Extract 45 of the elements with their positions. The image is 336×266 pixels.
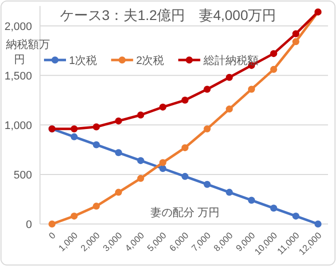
chart-title: ケース3：夫1.2億円 妻4,000万円 <box>60 7 276 23</box>
point <box>182 172 188 180</box>
point <box>137 112 144 118</box>
point <box>182 144 188 152</box>
point <box>115 188 122 196</box>
point <box>137 157 144 164</box>
point <box>248 86 255 93</box>
point <box>292 38 300 46</box>
point <box>248 196 255 204</box>
point <box>270 66 278 73</box>
point <box>70 212 78 220</box>
point <box>48 220 56 228</box>
y-tick-label: 1,500 <box>4 70 32 82</box>
y-tick-label: 2,000 <box>4 20 32 33</box>
x-tick-label: 0 <box>46 230 58 241</box>
point <box>226 106 233 113</box>
point <box>92 141 100 148</box>
point <box>70 125 78 132</box>
point <box>226 188 233 196</box>
y-tick-label: 0 <box>26 219 32 231</box>
point <box>159 104 166 111</box>
point <box>270 50 278 58</box>
point <box>159 165 166 172</box>
point <box>115 117 122 124</box>
y-axis-title: 納税額万円 <box>6 38 50 66</box>
legend-label: 1次税 <box>69 54 98 67</box>
point <box>115 149 122 156</box>
point <box>204 86 211 93</box>
point <box>204 125 211 132</box>
point <box>70 133 78 140</box>
point <box>182 96 188 104</box>
point <box>137 174 144 182</box>
point <box>204 180 211 188</box>
point <box>226 74 233 81</box>
point <box>292 212 300 220</box>
y-tick-label: 500 <box>14 169 32 182</box>
x-axis-title: 妻の配分 万円 <box>150 206 220 219</box>
y-tick-label: 1,000 <box>4 120 32 132</box>
point <box>92 202 100 210</box>
legend-label: 2次税 <box>136 54 164 67</box>
point <box>270 204 278 212</box>
point <box>314 220 322 228</box>
point <box>159 159 166 166</box>
point <box>92 123 100 130</box>
point <box>292 30 300 38</box>
